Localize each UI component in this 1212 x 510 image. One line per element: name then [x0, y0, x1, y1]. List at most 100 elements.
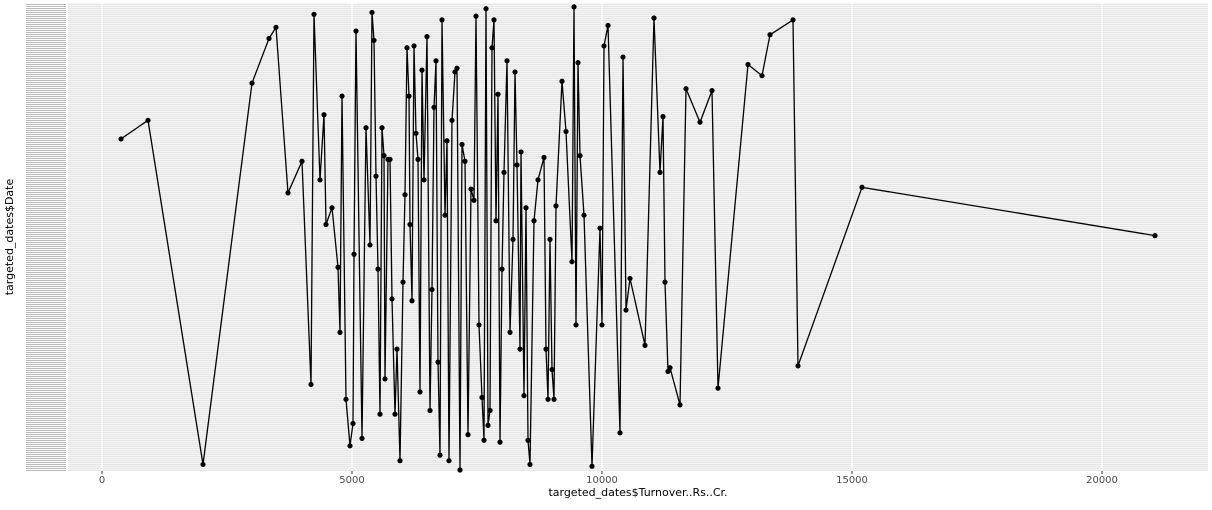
point: [394, 346, 400, 352]
point: [351, 251, 357, 257]
point: [1152, 233, 1158, 239]
point: [623, 307, 629, 313]
point: [767, 32, 773, 38]
point: [321, 112, 327, 118]
point: [145, 117, 151, 123]
point: [479, 394, 485, 401]
point: [317, 177, 323, 183]
point: [249, 80, 255, 86]
point: [353, 28, 359, 34]
point: [790, 17, 796, 23]
point: [571, 4, 577, 10]
point: [575, 60, 581, 66]
point: [514, 162, 520, 168]
point: [745, 61, 751, 68]
point: [617, 430, 623, 436]
point: [517, 346, 523, 352]
point: [549, 366, 555, 373]
point: [369, 9, 375, 16]
point: [697, 119, 703, 125]
point: [525, 437, 531, 443]
point: [601, 43, 607, 49]
point: [468, 186, 474, 192]
point: [795, 363, 801, 369]
point: [371, 37, 377, 43]
point: [518, 149, 524, 155]
point: [507, 329, 513, 335]
point: [589, 463, 595, 469]
point: [523, 205, 529, 211]
point: [541, 154, 547, 161]
point: [409, 298, 415, 304]
point: [504, 58, 510, 64]
point: [577, 153, 583, 159]
point: [350, 420, 356, 427]
point: [662, 279, 668, 285]
point: [323, 221, 329, 228]
y-tick-labels-illegible: [26, 3, 66, 471]
point: [657, 169, 663, 175]
point: [543, 346, 549, 352]
point: [397, 458, 403, 464]
point: [415, 156, 421, 162]
point: [446, 458, 452, 464]
point: [485, 422, 491, 428]
point: [387, 156, 393, 162]
point: [499, 266, 505, 272]
point: [510, 236, 516, 242]
x-tick-label: 0: [99, 475, 105, 486]
point: [266, 35, 272, 42]
point: [343, 396, 349, 402]
point: [859, 184, 865, 190]
point: [407, 221, 413, 228]
x-tick-label: 20000: [1086, 475, 1118, 486]
point: [299, 158, 305, 164]
point: [421, 177, 427, 183]
point: [200, 461, 206, 468]
point: [363, 125, 369, 131]
panel: [68, 3, 1208, 471]
point: [605, 22, 611, 29]
point: [581, 212, 587, 218]
point: [329, 205, 335, 211]
point: [273, 24, 279, 30]
point: [411, 43, 417, 49]
point: [381, 153, 387, 159]
point: [431, 104, 437, 110]
point: [667, 365, 673, 371]
point: [118, 136, 124, 142]
point: [437, 452, 443, 458]
point: [473, 13, 479, 19]
point: [377, 411, 383, 417]
point: [347, 443, 353, 449]
point: [489, 45, 495, 51]
point: [627, 275, 633, 282]
point: [308, 381, 314, 388]
point: [487, 407, 493, 414]
point: [563, 128, 569, 135]
point: [335, 264, 341, 270]
y-axis-title: targeted_dates$Date: [3, 179, 16, 296]
point: [620, 54, 626, 60]
point: [429, 286, 435, 293]
point: [651, 15, 657, 21]
point: [389, 296, 395, 302]
point: [462, 158, 468, 164]
point: [402, 192, 408, 198]
point: [454, 65, 460, 71]
point: [642, 342, 648, 348]
x-tick-label: 15000: [836, 475, 868, 486]
point: [419, 67, 425, 73]
point: [400, 279, 406, 285]
x-tick-label: 5000: [339, 475, 364, 486]
point: [339, 93, 345, 99]
point: [382, 376, 388, 382]
point: [483, 6, 489, 12]
point: [660, 114, 666, 120]
point: [375, 266, 381, 272]
point: [373, 173, 379, 179]
point: [759, 73, 765, 79]
point: [413, 130, 419, 136]
point: [439, 17, 445, 23]
